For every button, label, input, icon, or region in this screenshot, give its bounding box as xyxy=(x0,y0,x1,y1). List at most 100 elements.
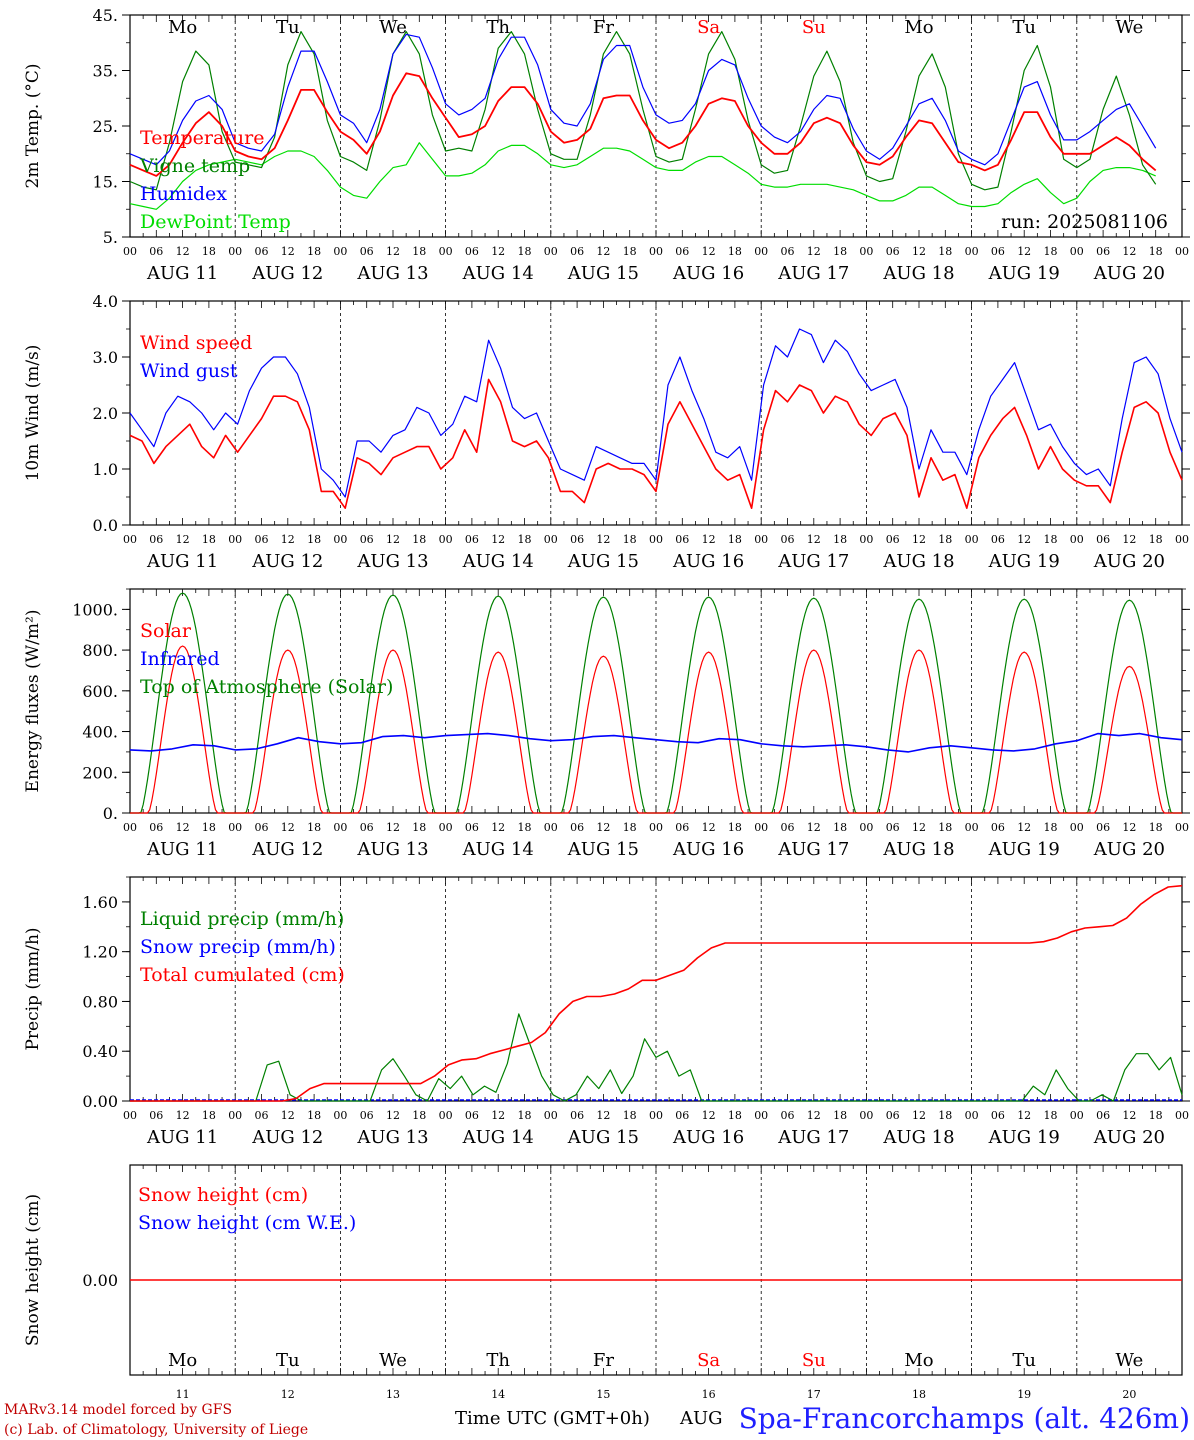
y-tick-label: 200. xyxy=(82,763,118,782)
hour-label: 18 xyxy=(1149,1109,1163,1122)
hour-label: 18 xyxy=(833,1109,847,1122)
hour-label: 00 xyxy=(1070,245,1084,258)
legend-snow-precip-mm-h-: Snow precip (mm/h) xyxy=(140,936,336,958)
hour-label: 06 xyxy=(570,821,584,834)
y-tick-label: 45. xyxy=(93,6,118,25)
date-label: AUG 19 xyxy=(988,839,1060,860)
hour-label: 00 xyxy=(544,1109,558,1122)
day-label: Th xyxy=(486,17,510,38)
date-label: AUG 11 xyxy=(146,1127,218,1148)
date-label: AUG 12 xyxy=(251,839,323,860)
y-tick-label: 0.80 xyxy=(82,992,118,1011)
hour-label: 12 xyxy=(807,245,821,258)
date-label: AUG 16 xyxy=(672,551,744,572)
hour-label: 18 xyxy=(307,821,321,834)
hour-label: 12 xyxy=(912,245,926,258)
hour-label: 00 xyxy=(649,533,663,546)
hour-label: 06 xyxy=(1096,1109,1110,1122)
hour-label: 18 xyxy=(1044,1109,1058,1122)
hour-label: 00 xyxy=(649,1109,663,1122)
hour-label: 12 xyxy=(807,821,821,834)
day-label: Th xyxy=(486,1350,510,1371)
day-number: 11 xyxy=(176,1388,190,1401)
hour-label: 00 xyxy=(754,821,768,834)
hour-label: 12 xyxy=(281,533,295,546)
hour-label: 06 xyxy=(991,1109,1005,1122)
legend-dewpoint-temp: DewPoint Temp xyxy=(140,211,291,233)
hour-label: 06 xyxy=(886,821,900,834)
day-number: 16 xyxy=(702,1388,716,1401)
legend-wind-speed: Wind speed xyxy=(140,332,252,354)
hour-label: 06 xyxy=(570,245,584,258)
hour-label: 12 xyxy=(596,245,610,258)
hour-label: 00 xyxy=(965,533,979,546)
day-number: 13 xyxy=(386,1388,400,1401)
date-label: AUG 14 xyxy=(462,839,534,860)
date-label: AUG 17 xyxy=(777,263,849,284)
day-label: Su xyxy=(802,1350,826,1371)
date-label: AUG 19 xyxy=(988,263,1060,284)
hour-label: 06 xyxy=(570,533,584,546)
hour-label: 06 xyxy=(360,533,374,546)
day-label: We xyxy=(379,1350,407,1371)
hour-label: 12 xyxy=(281,1109,295,1122)
hour-label: 00 xyxy=(1070,1109,1084,1122)
hour-label: 18 xyxy=(202,533,216,546)
hour-label: 00 xyxy=(649,245,663,258)
hour-label: 00 xyxy=(859,533,873,546)
hour-label: 00 xyxy=(754,533,768,546)
day-number: 17 xyxy=(807,1388,821,1401)
series-wind-gust xyxy=(129,328,1183,498)
y-tick-label: 1.60 xyxy=(82,893,118,912)
hour-label: 12 xyxy=(702,821,716,834)
hour-label: 00 xyxy=(123,1109,137,1122)
legend-vigne-temp: Vigne temp xyxy=(139,155,250,177)
panel-wind xyxy=(122,300,1190,526)
hour-label: 06 xyxy=(149,821,163,834)
y-axis-title: 2m Temp. (°C) xyxy=(23,63,43,188)
legend-top-of-atmosphere-solar-: Top of Atmosphere (Solar) xyxy=(140,676,393,698)
date-label: AUG 16 xyxy=(672,263,744,284)
hour-label: 12 xyxy=(491,1109,505,1122)
hour-label: 00 xyxy=(965,821,979,834)
y-tick-label: 35. xyxy=(93,62,118,81)
legend-infrared: Infrared xyxy=(140,648,220,670)
hour-label: 00 xyxy=(333,245,347,258)
y-axis-title: Snow height (cm) xyxy=(23,1194,43,1346)
date-label: AUG 19 xyxy=(988,551,1060,572)
legend-temperature: Temperature xyxy=(140,127,264,149)
hour-label: 06 xyxy=(360,821,374,834)
y-tick-label: 0. xyxy=(103,804,118,823)
y-tick-label: 1000. xyxy=(72,600,118,619)
hour-label: 06 xyxy=(675,245,689,258)
hour-label: 18 xyxy=(307,245,321,258)
hour-label: 18 xyxy=(1149,821,1163,834)
y-tick-label: 600. xyxy=(82,682,118,701)
hour-label: 12 xyxy=(596,533,610,546)
day-label: Tu xyxy=(276,1350,300,1371)
y-tick-label: 4.0 xyxy=(93,292,118,311)
hour-label: 18 xyxy=(833,245,847,258)
day-label: Fr xyxy=(593,17,614,38)
hour-label: 00 xyxy=(1175,1109,1189,1122)
hour-label: 18 xyxy=(1044,245,1058,258)
hour-label: 18 xyxy=(728,1109,742,1122)
series-temperature xyxy=(129,72,1157,177)
hour-label: 18 xyxy=(623,245,637,258)
date-label: AUG 17 xyxy=(777,1127,849,1148)
hour-label: 12 xyxy=(596,1109,610,1122)
date-label: AUG 13 xyxy=(356,551,428,572)
run-label: run: 2025081106 xyxy=(1001,211,1168,233)
hour-label: 00 xyxy=(123,533,137,546)
hour-label: 00 xyxy=(859,1109,873,1122)
hour-label: 06 xyxy=(360,245,374,258)
hour-label: 00 xyxy=(228,1109,242,1122)
day-number: 20 xyxy=(1122,1388,1136,1401)
hour-label: 06 xyxy=(781,533,795,546)
day-label: Mo xyxy=(904,17,933,38)
hour-label: 18 xyxy=(412,1109,426,1122)
hour-label: 06 xyxy=(781,245,795,258)
date-label: AUG 14 xyxy=(462,263,534,284)
hour-label: 06 xyxy=(149,245,163,258)
hour-label: 18 xyxy=(623,1109,637,1122)
